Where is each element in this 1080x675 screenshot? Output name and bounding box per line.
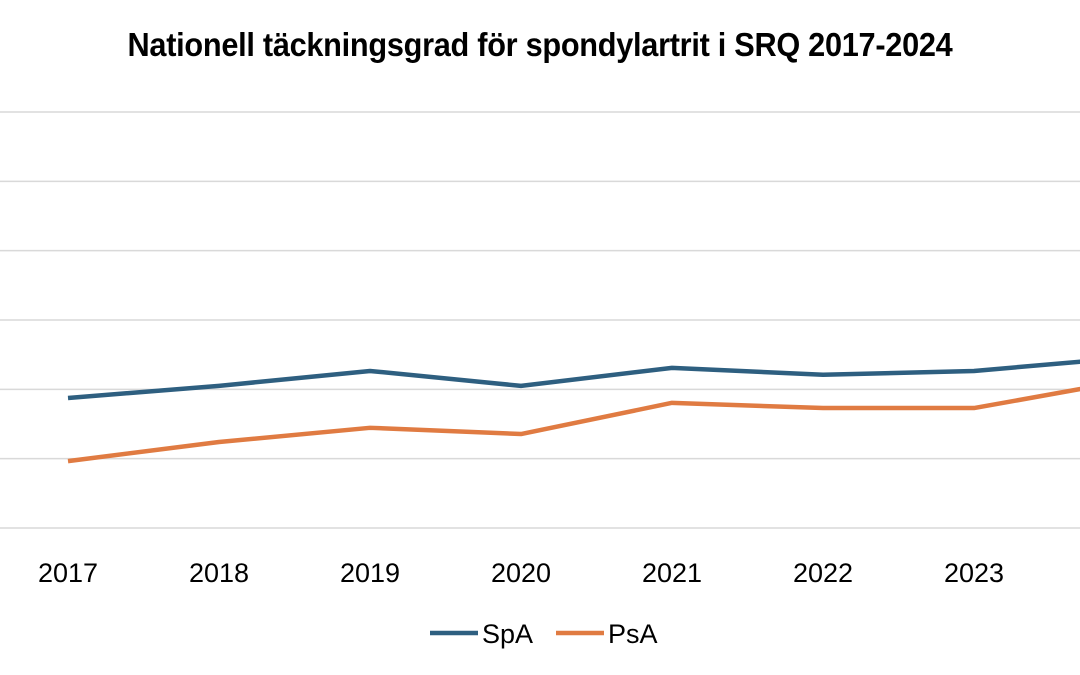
x-tick-label: 2022 xyxy=(793,558,853,588)
x-tick-label: 2021 xyxy=(642,558,702,588)
x-tick-label: 2023 xyxy=(944,558,1004,588)
series-line-psa xyxy=(67,386,1080,464)
x-tick-label: 2020 xyxy=(491,558,551,588)
series-line-spa xyxy=(67,359,1080,401)
x-tick-label: 2018 xyxy=(189,558,249,588)
legend-label-spa: SpA xyxy=(482,619,533,649)
legend-label-psa: PsA xyxy=(608,619,658,649)
x-tick-label: 2017 xyxy=(38,558,98,588)
x-tick-label: 2019 xyxy=(340,558,400,588)
chart-title: Nationell täckningsgrad för spondylartri… xyxy=(127,26,953,63)
